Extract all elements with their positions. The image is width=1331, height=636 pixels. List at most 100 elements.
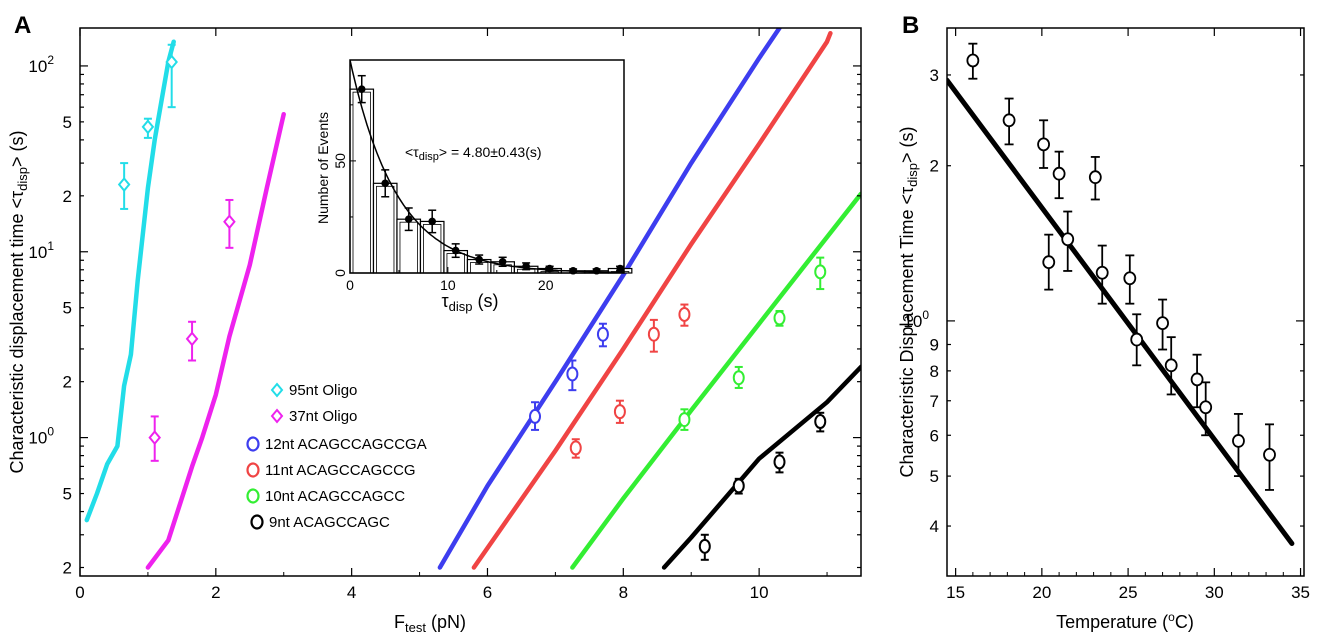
inset-histogram: 0 10 20 0 50 <τdisp> = 4.80±0.43(s) τdisp (s… xyxy=(315,59,633,314)
inset-point xyxy=(475,255,483,264)
fit-line-0 xyxy=(84,39,176,523)
fit-line-2 xyxy=(437,28,782,570)
inset-point xyxy=(545,264,554,273)
tick-base: 10 xyxy=(903,312,922,331)
data-point xyxy=(569,440,582,456)
inset-x-tick-label: 0 xyxy=(346,277,354,293)
panel-a-x-tick-label: 6 xyxy=(483,583,492,602)
data-point xyxy=(773,454,786,470)
panel-b-x-axis-title: Temperature (oC) xyxy=(1056,610,1194,632)
panel-b-y-tick-label: 100 xyxy=(903,308,929,331)
data-point xyxy=(773,310,786,326)
legend-label: 10nt ACAGCCAGCC xyxy=(265,488,405,505)
panel-a-letter: A xyxy=(14,12,31,39)
panel-a-y-minor-label: 5 xyxy=(63,485,72,504)
legend-marker xyxy=(246,488,260,504)
panel-a-x-tick-label: 4 xyxy=(347,583,356,602)
panel-a-y-axis-title: Characteristic displacement time <τdisp>… xyxy=(7,130,30,473)
panel-a-frame xyxy=(79,27,862,577)
panel-b-y-minor-label: 4 xyxy=(930,517,939,536)
data-point xyxy=(1061,232,1075,247)
data-point xyxy=(647,326,660,342)
tick-base: 10 xyxy=(28,429,47,448)
panel-a-y-tick-label: 100 xyxy=(28,425,54,448)
legend-label: 95nt Oligo xyxy=(289,382,357,399)
inset-point xyxy=(522,262,530,271)
panel-b-y-minor-label: 2 xyxy=(930,157,939,176)
data-point xyxy=(185,331,199,347)
inset-x-axis-title: τdisp (s) xyxy=(442,291,499,314)
panel-b-x-tick-label: 20 xyxy=(1032,583,1051,602)
inset-point xyxy=(616,264,624,273)
panel-b-chart: 15 20 25 30 35 100 4 5 6 7 8 9 2 3 Temperature (oC) C… xyxy=(897,27,1310,632)
legend-label: 9nt ACAGCCAGC xyxy=(269,514,390,531)
inset-point xyxy=(498,257,507,266)
panel-b-y-minor-label: 5 xyxy=(930,467,939,486)
legend-marker xyxy=(270,408,284,424)
tick-exponent: 2 xyxy=(47,53,54,67)
panel-a-y-minor-label: 2 xyxy=(63,373,72,392)
inset-frame xyxy=(349,59,625,274)
data-point xyxy=(1190,372,1204,387)
histogram-bar xyxy=(349,88,375,274)
panel-a-x-tick-label: 0 xyxy=(75,583,84,602)
fit-line-4 xyxy=(570,191,861,570)
panel-b-x-tick-label: 25 xyxy=(1119,583,1138,602)
inset-point xyxy=(357,85,366,93)
tick-exponent: 0 xyxy=(922,308,929,322)
inset-y-axis-title: Number of Events xyxy=(315,112,331,224)
inset-exponential-fit xyxy=(350,60,624,273)
data-point xyxy=(117,176,131,193)
inset-x-tick-label: 10 xyxy=(440,277,456,293)
panel-a-x-tick-label: 10 xyxy=(750,583,769,602)
panel-b-letter: B xyxy=(902,12,919,39)
inset-point xyxy=(381,179,390,188)
data-point xyxy=(1199,400,1213,415)
data-point xyxy=(141,119,155,135)
fit-line-1 xyxy=(145,111,286,570)
panel-a-y-tick-label: 102 xyxy=(28,53,54,76)
inset-point xyxy=(451,246,460,255)
panel-a-x-axis-title: Ftest (pN) xyxy=(394,612,466,635)
data-point xyxy=(1130,332,1144,347)
panel-a-y-minor-label: 5 xyxy=(63,113,72,132)
data-point xyxy=(223,214,236,230)
data-point xyxy=(966,53,980,68)
data-point xyxy=(814,264,827,280)
legend-marker xyxy=(250,514,264,530)
panel-b-y-minor-label: 9 xyxy=(930,335,939,354)
data-point xyxy=(1052,166,1066,181)
panel-b-x-tick-label: 15 xyxy=(946,583,965,602)
legend-marker xyxy=(246,436,260,452)
panel-a-y-minor-label: 5 xyxy=(63,299,72,318)
fit-line-5 xyxy=(661,364,861,570)
tick-exponent: 0 xyxy=(47,425,54,439)
data-point xyxy=(1164,358,1178,373)
inset-point xyxy=(428,217,437,226)
data-point xyxy=(1123,271,1137,286)
data-point xyxy=(1042,255,1056,270)
data-point xyxy=(566,366,579,382)
data-point xyxy=(596,326,609,342)
panel-a-y-minor-label: 2 xyxy=(63,558,72,577)
panel-b-frame xyxy=(946,27,1305,577)
data-point xyxy=(1095,265,1109,280)
panel-b-y-minor-label: 3 xyxy=(930,66,939,85)
data-point xyxy=(1088,170,1102,185)
data-point xyxy=(1002,113,1016,128)
inset-point xyxy=(404,215,413,223)
data-point xyxy=(613,404,626,420)
legend-label: 37nt Oligo xyxy=(289,408,357,425)
fit-line-3 xyxy=(471,30,833,570)
panel-a-y-tick-label: 101 xyxy=(28,239,54,262)
tick-exponent: 1 xyxy=(47,239,54,253)
panel-b-y-minor-label: 8 xyxy=(930,362,939,381)
tick-base: 10 xyxy=(28,57,47,76)
inset-annotation: <τdisp> = 4.80±0.43(s) xyxy=(405,144,542,163)
data-point xyxy=(814,414,827,430)
panel-a-legend: 95nt Oligo 37nt Oligo 12nt ACAGCCAGCCGA 11n… xyxy=(246,382,427,531)
legend-label: 11nt ACAGCCAGCCG xyxy=(265,462,416,479)
panel-b-y-minor-label: 6 xyxy=(930,426,939,445)
